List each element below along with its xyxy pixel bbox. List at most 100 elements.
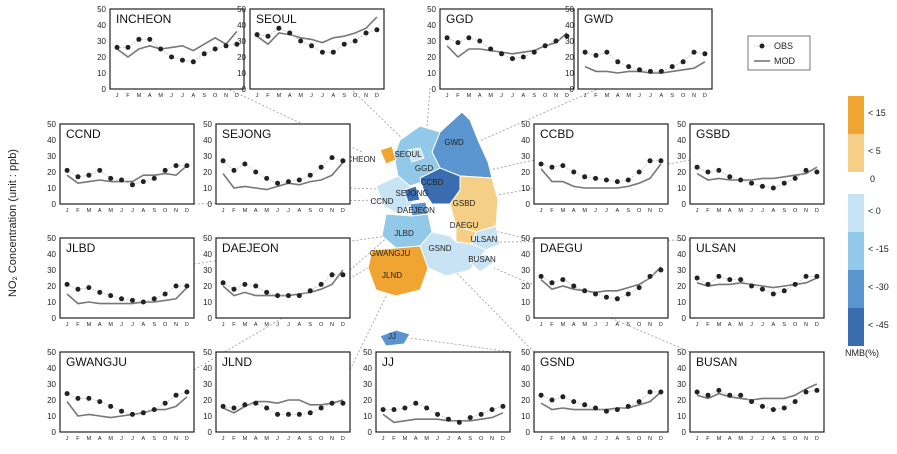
x-tick-label: N [804,208,808,214]
panel-frame [109,8,245,90]
obs-point [770,185,776,191]
obs-point [97,399,103,405]
panel-frame [249,8,385,90]
x-tick-label: O [543,93,548,99]
x-tick-label: A [414,436,418,442]
y-tick-label: 40 [521,136,530,145]
y-tick-label: 10 [677,184,686,193]
y-tick-label: 20 [203,396,212,405]
obs-point [352,38,358,44]
x-tick-label: O [319,208,324,214]
panel-title-gsnd: GSND [540,355,575,369]
y-tick-label: 40 [203,250,212,259]
y-tick-label: 0 [208,428,213,437]
x-tick-label: D [815,322,819,328]
x-tick-label: A [478,93,482,99]
ulsan-region [471,225,501,251]
obs-point [296,293,302,299]
series-line-mod [540,266,662,294]
y-tick-label: 10 [237,69,246,78]
x-tick-label: J [256,93,259,99]
x-tick-label: J [540,322,543,328]
obs-point [499,51,505,57]
x-tick-label: A [148,93,152,99]
x-tick-label: J [761,208,764,214]
obs-point [231,167,237,173]
obs-point [125,44,131,50]
x-tick-label: J [594,208,597,214]
colorbar-label-2: < 0 [868,206,881,216]
map-label-gwd: GWD [444,138,464,147]
map-label-jj: JJ [388,332,396,341]
x-tick-label: M [582,322,587,328]
obs-point [413,400,419,406]
y-tick-label: 20 [677,168,686,177]
map-label-daejeon: DAEJEON [397,206,435,215]
seoul-region [407,147,425,163]
x-tick-label: O [793,322,798,328]
obs-point [560,394,566,400]
y-tick-label: 20 [47,396,56,405]
y-tick-label: 10 [677,298,686,307]
x-tick-label: M [87,322,92,328]
x-tick-label: M [137,93,142,99]
x-tick-label: F [76,208,80,214]
obs-point [119,177,125,183]
x-tick-label: M [403,436,408,442]
obs-point [647,273,653,279]
x-tick-label: D [703,93,707,99]
y-tick-label: 40 [203,136,212,145]
obs-point [466,35,472,41]
map-label-busan: BUSAN [468,255,496,264]
y-tick-label: 30 [203,152,212,161]
obs-point [136,36,142,42]
obs-point [582,402,588,408]
obs-point [478,411,484,417]
x-tick-label: J [276,208,279,214]
y-tick-label: 50 [677,234,686,243]
obs-point [489,407,495,413]
x-tick-label: M [424,436,429,442]
x-tick-label: J [120,322,123,328]
x-tick-label: J [540,208,543,214]
x-tick-label: D [659,322,663,328]
x-tick-label: F [594,93,598,99]
obs-point [538,273,544,279]
map-label-ulsan: ULSAN [471,235,498,244]
obs-point [637,67,643,73]
obs-point [309,43,315,49]
x-tick-label: M [561,436,566,442]
obs-point [625,177,631,183]
obs-point [184,389,190,395]
x-tick-label: O [319,436,324,442]
x-tick-label: N [692,93,696,99]
obs-point [549,164,555,170]
gsnd-region [419,231,487,277]
x-tick-label: A [142,322,146,328]
x-tick-label: A [522,93,526,99]
y-tick-label: 10 [47,412,56,421]
obs-point [614,407,620,413]
x-tick-label: O [681,93,686,99]
x-tick-label: J [436,436,439,442]
obs-point [781,180,787,186]
obs-point [64,281,70,287]
colorbar-label-4: < -30 [868,282,889,292]
x-tick-label: J [761,436,764,442]
obs-point [318,164,324,170]
y-tick-label: 10 [565,69,574,78]
legend-obs-marker [759,43,765,49]
x-tick-label: S [626,208,630,214]
busan-region [469,253,495,273]
y-tick-label: 50 [203,348,212,357]
obs-point [140,410,146,416]
y-tick-label: 10 [47,298,56,307]
x-tick-label: F [706,208,710,214]
x-tick-label: M [264,436,269,442]
